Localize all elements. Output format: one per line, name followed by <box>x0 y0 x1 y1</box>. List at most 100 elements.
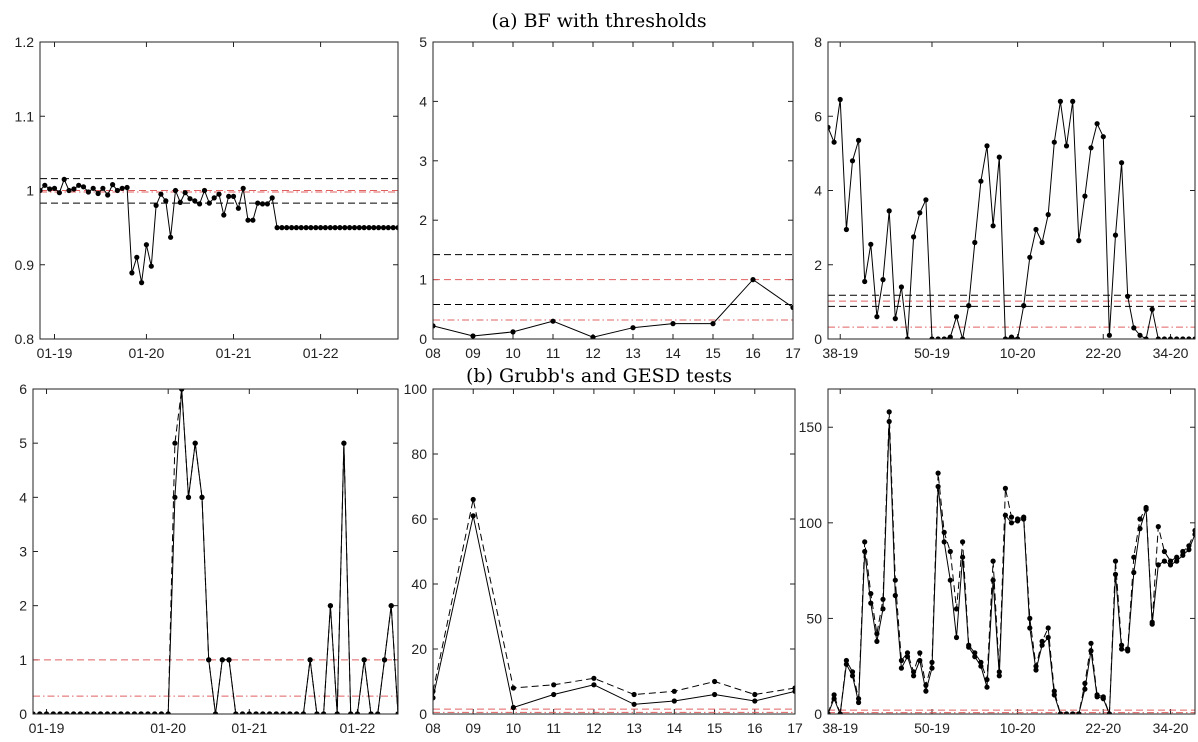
data-point <box>50 711 56 714</box>
data-point <box>273 711 279 714</box>
data-point <box>856 699 862 706</box>
y-tick-label: 40 <box>411 576 427 592</box>
data-point <box>347 225 353 231</box>
data-point <box>1155 562 1161 568</box>
data-point <box>1088 145 1094 151</box>
data-point <box>84 711 90 714</box>
data-point <box>172 187 179 194</box>
data-point <box>168 234 174 240</box>
x-tick-label: 11 <box>546 345 561 361</box>
data-point <box>179 389 185 392</box>
data-point <box>158 191 164 197</box>
data-point <box>831 696 837 702</box>
y-tick-label: 1 <box>26 183 34 199</box>
data-point <box>904 650 911 656</box>
y-tick-label: 2 <box>419 212 427 228</box>
panel-b-mid: 0 20 40 60 80 100 08 09 10 11 12 13 14 15 16 17 <box>404 381 803 736</box>
data-point <box>91 711 97 714</box>
data-point <box>843 657 850 664</box>
y-tick-label: 60 <box>411 511 427 527</box>
data-point <box>671 688 677 694</box>
data-point <box>274 225 280 231</box>
data-point <box>1021 516 1027 522</box>
data-point <box>960 554 966 560</box>
data-point <box>837 711 843 714</box>
data-point <box>1174 558 1180 564</box>
y-tick-label: 0 <box>814 331 822 347</box>
data-point <box>941 336 947 339</box>
data-point <box>1021 303 1027 309</box>
data-point <box>37 711 43 714</box>
axes-box <box>432 388 796 715</box>
y-tick-label: 80 <box>411 446 427 462</box>
data-point <box>1045 212 1051 218</box>
data-point <box>923 688 929 694</box>
y-tick-label: 0.9 <box>15 257 35 273</box>
y-tick-label: 6 <box>814 108 822 124</box>
data-point <box>318 225 324 231</box>
x-tick-label: 01-19 <box>29 720 65 736</box>
data-point <box>1137 516 1143 522</box>
data-point <box>1149 621 1155 627</box>
data-point <box>750 277 756 283</box>
data-point <box>1186 547 1192 553</box>
data-point <box>990 577 996 583</box>
x-tick-label: 09 <box>465 720 481 736</box>
plot-area <box>33 389 398 714</box>
x-tick-label: 01-21 <box>231 720 267 736</box>
data-point <box>390 225 396 231</box>
data-point <box>886 418 892 425</box>
data-point <box>313 225 319 231</box>
x-tick-label: 34-20 <box>1153 720 1189 736</box>
data-point <box>125 711 131 714</box>
data-point <box>1039 642 1045 648</box>
data-point <box>1167 336 1174 339</box>
data-point <box>235 205 241 211</box>
x-tick-label: 01-22 <box>303 345 339 361</box>
data-point <box>953 634 960 641</box>
data-point <box>917 650 923 656</box>
data-point <box>1070 98 1076 104</box>
data-point <box>990 223 996 229</box>
data-point <box>98 711 104 714</box>
y-tick-label: 0 <box>814 706 822 722</box>
data-point <box>280 711 286 714</box>
y-tick-label: 3 <box>419 153 427 169</box>
data-point <box>1008 514 1015 520</box>
data-point <box>219 657 225 663</box>
y-tick-label: 1.2 <box>15 34 35 50</box>
data-point <box>1192 336 1195 339</box>
data-point <box>47 186 53 192</box>
x-tick-label: 01-22 <box>340 720 376 736</box>
data-point <box>1051 692 1057 698</box>
data-point <box>240 185 246 191</box>
series-line-dashed <box>433 499 795 696</box>
data-point <box>1131 554 1137 560</box>
data-point <box>267 711 273 714</box>
data-point <box>327 225 333 231</box>
data-point <box>110 182 116 188</box>
x-tick-label: 38-19 <box>822 345 858 361</box>
data-point <box>1100 696 1106 702</box>
data-point <box>1137 332 1143 338</box>
data-point <box>1112 571 1119 578</box>
data-point <box>996 154 1002 160</box>
data-point <box>1143 506 1149 512</box>
data-point <box>104 711 110 714</box>
data-point <box>843 661 850 667</box>
panel-a-right: 0 2 4 6 8 38-19 50-19 10-20 22-20 34-20 <box>814 34 1196 361</box>
axes-box <box>827 41 1196 340</box>
y-tick-label: 0 <box>419 706 427 722</box>
panel-b-right: 0 50 100 150 38-19 50-19 10-20 22-20 34-20 <box>799 388 1196 736</box>
x-tick-label: 16 <box>745 345 761 361</box>
data-point <box>143 242 149 248</box>
data-point <box>712 678 718 685</box>
data-point <box>1106 711 1112 714</box>
axes-box <box>32 388 399 715</box>
data-point <box>1137 526 1143 532</box>
data-point <box>124 184 130 191</box>
data-point <box>33 711 36 714</box>
x-tick-label: 22-20 <box>1085 720 1121 736</box>
data-point <box>303 225 309 231</box>
data-point <box>831 692 837 698</box>
